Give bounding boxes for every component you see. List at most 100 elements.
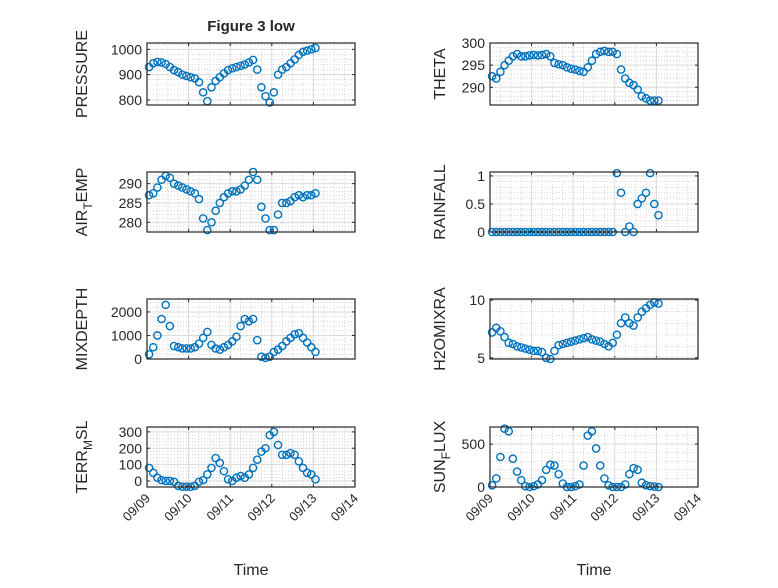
data-point	[182, 344, 191, 353]
y-tick-label: 800	[119, 92, 143, 108]
data-point	[198, 475, 208, 485]
data-point	[269, 427, 279, 437]
axes-box	[489, 426, 699, 488]
data-point	[302, 468, 312, 478]
data-point	[298, 47, 308, 57]
data-point	[595, 47, 605, 57]
data-point	[257, 202, 266, 212]
data-point	[273, 70, 283, 79]
data-point	[595, 461, 605, 470]
data-point	[203, 225, 212, 235]
data-point	[153, 473, 162, 482]
data-point	[566, 64, 576, 73]
data-point	[169, 65, 179, 75]
y-tick-label: 1000	[111, 41, 142, 57]
data-point	[240, 181, 250, 190]
data-point	[161, 300, 171, 310]
data-point	[516, 475, 526, 485]
data-point	[252, 65, 262, 74]
data-point	[203, 327, 212, 337]
data-point	[529, 481, 538, 491]
data-point	[227, 337, 237, 346]
data-point	[178, 183, 187, 192]
y-tick-label: 100	[119, 457, 143, 473]
data-point	[311, 475, 320, 484]
data-point	[232, 187, 241, 196]
data-point	[215, 198, 225, 208]
data-point	[587, 426, 597, 436]
data-point	[311, 43, 320, 53]
x-tick-label: 09/11	[203, 491, 236, 524]
data-point	[169, 179, 179, 188]
y-tick-label: 0	[477, 479, 485, 495]
y-label-part: AIR	[74, 210, 91, 237]
data-point	[629, 463, 638, 473]
data-point	[612, 168, 622, 178]
y-tick-label: 295	[462, 57, 486, 73]
data-point	[595, 337, 605, 346]
y-label-part: SL	[74, 420, 91, 440]
data-point	[273, 210, 283, 219]
data-point	[265, 352, 275, 361]
data-point	[645, 168, 655, 178]
data-point	[290, 450, 299, 460]
data-point	[591, 444, 601, 453]
data-point	[223, 65, 233, 75]
data-point	[148, 342, 158, 352]
y-tick-label: 500	[462, 436, 486, 452]
data-point	[236, 471, 245, 481]
data-point	[153, 183, 162, 192]
data-point	[298, 463, 308, 473]
data-point	[496, 452, 505, 462]
data-point	[525, 345, 534, 355]
data-point	[277, 450, 287, 460]
y-tick-label: 290	[462, 79, 486, 95]
y-tick-label: 280	[119, 214, 143, 230]
axes-box	[489, 298, 699, 360]
data-point	[244, 317, 254, 326]
y-axis-label: TERRMSL	[74, 420, 95, 493]
data-point	[583, 332, 593, 342]
data-point	[616, 188, 626, 198]
data-point	[654, 210, 663, 220]
y-tick-label: 0	[134, 473, 142, 489]
data-point	[294, 457, 304, 466]
y-axis-label: AIRTEMP	[74, 168, 95, 237]
data-point	[516, 343, 526, 352]
data-point	[604, 480, 613, 490]
data-point	[194, 477, 204, 487]
data-point	[554, 340, 563, 350]
y-tick-label: 200	[119, 440, 143, 456]
data-point	[307, 342, 316, 352]
y-axis-label: RAINFALL	[432, 164, 449, 240]
data-point	[307, 45, 316, 54]
data-point	[215, 458, 225, 468]
data-point	[198, 214, 208, 223]
data-point	[244, 175, 254, 185]
data-point	[654, 299, 663, 308]
data-point	[248, 55, 258, 65]
y-label-part: LUX	[432, 421, 449, 452]
data-point	[550, 346, 559, 356]
x-axis-label: Time	[577, 562, 612, 579]
data-point	[269, 347, 279, 357]
data-point	[508, 454, 518, 464]
data-point	[173, 181, 183, 190]
data-point	[620, 480, 630, 489]
data-point	[641, 94, 651, 103]
y-tick-label: 0	[477, 224, 485, 240]
data-point	[612, 49, 622, 59]
data-point	[169, 341, 179, 351]
data-point	[190, 188, 200, 198]
data-point	[487, 480, 497, 490]
data-point	[541, 353, 551, 363]
y-tick-label: 285	[119, 195, 143, 211]
data-point	[178, 344, 187, 353]
data-point	[178, 70, 187, 79]
data-point	[240, 60, 250, 69]
data-point	[232, 473, 241, 482]
data-point	[633, 313, 642, 322]
y-tick-label: 300	[119, 424, 143, 440]
data-point	[194, 339, 204, 349]
subplot-rainfall: 0 0.5 1 RAINFALL	[432, 164, 699, 240]
